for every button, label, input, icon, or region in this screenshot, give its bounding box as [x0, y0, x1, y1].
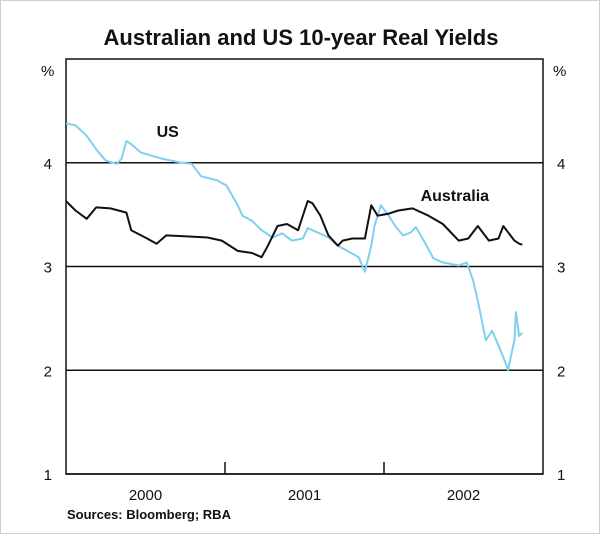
series-label-us: US: [157, 124, 180, 141]
y-tick-label-left: 1: [44, 467, 52, 484]
y-tick-label-right: 2: [557, 363, 565, 380]
series-line-australia: [65, 200, 523, 259]
x-tick-label: 2001: [288, 487, 321, 504]
sources-note: Sources: Bloomberg; RBA: [67, 507, 231, 522]
y-tick-label-right: 3: [557, 260, 565, 277]
y-axis-unit-right: %: [553, 63, 567, 80]
y-tick-label-left: 2: [44, 363, 52, 380]
y-tick-label-left: 4: [44, 156, 52, 173]
series-line-us: [65, 122, 523, 372]
series-label-australia: Australia: [421, 188, 490, 205]
y-tick-label-right: 1: [557, 467, 565, 484]
y-tick-label-right: 4: [557, 156, 565, 173]
y-tick-label-left: 3: [44, 260, 52, 277]
chart-title: Australian and US 10-year Real Yields: [103, 25, 499, 50]
y-axis-unit-left: %: [41, 63, 55, 80]
x-tick-label: 2002: [447, 487, 480, 504]
x-tick-label: 2000: [129, 487, 162, 504]
